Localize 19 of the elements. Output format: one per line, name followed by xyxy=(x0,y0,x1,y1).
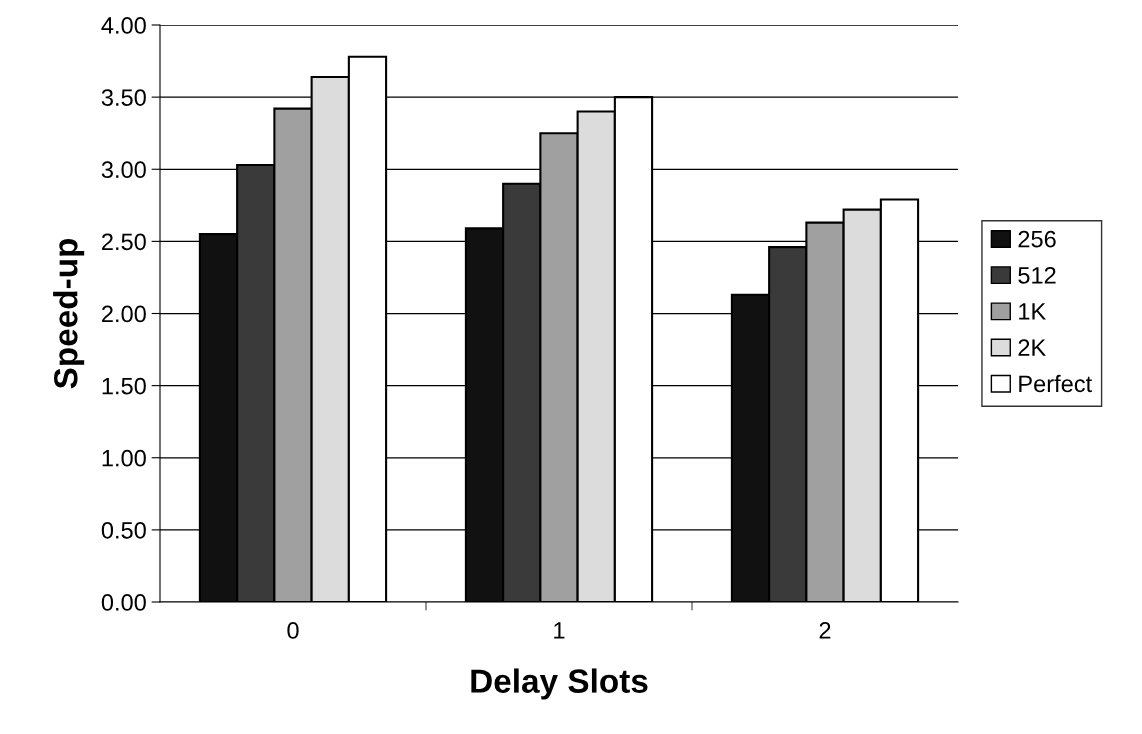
y-tick-label: 1.00 xyxy=(102,449,146,467)
x-axis-title: Delay Slots xyxy=(471,668,648,700)
y-tick-label: 3.00 xyxy=(101,161,146,179)
y-tick-label: 0.00 xyxy=(101,594,146,611)
legend-label: 512 xyxy=(1018,266,1056,284)
legend-label: 256 xyxy=(1018,230,1056,248)
x-tick-label: 0 xyxy=(287,622,299,639)
y-tick-label: 2.00 xyxy=(102,305,146,323)
y-tick-label: 3.50 xyxy=(101,89,146,106)
legend-label: Perfect xyxy=(1019,374,1092,393)
y-tick-label: 1.50 xyxy=(102,377,146,395)
x-tick-label: 1 xyxy=(554,622,565,639)
x-tick-label: 2 xyxy=(819,622,831,639)
legend-label: 2K xyxy=(1018,339,1046,356)
y-tick-label: 0.50 xyxy=(101,521,146,539)
legend-label: 1K xyxy=(1019,303,1046,320)
y-tick-label: 4.00 xyxy=(101,17,146,34)
y-tick-label: 2.50 xyxy=(102,233,146,251)
y-axis-title: Speed-up xyxy=(53,238,85,389)
